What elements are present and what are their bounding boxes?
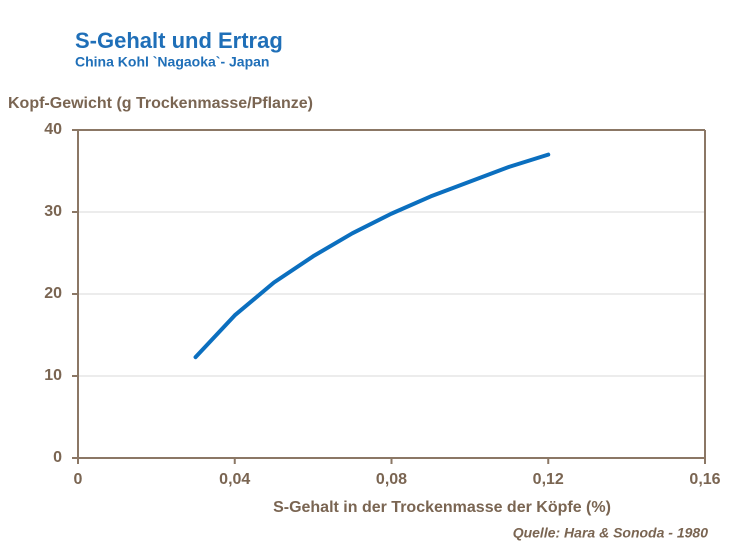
x-tick-label: 0,16 — [689, 471, 720, 488]
data-line — [193, 152, 551, 360]
y-tick-label: 40 — [44, 121, 62, 138]
x-tick-label: 0 — [74, 471, 83, 488]
source-note: Quelle: Hara & Sonoda - 1980 — [513, 525, 708, 541]
x-tick-label: 0,08 — [376, 471, 407, 488]
y-axis-label: Kopf-Gewicht (g Trockenmasse/Pflanze) — [8, 95, 313, 112]
y-tick-label: 0 — [53, 449, 62, 466]
y-tick-label: 10 — [44, 367, 62, 384]
x-axis-label: S-Gehalt in der Trockenmasse der Köpfe (… — [273, 499, 611, 516]
x-tick-label: 0,04 — [219, 471, 250, 488]
chart-subtitle: China Kohl `Nagaoka`- Japan — [75, 54, 269, 70]
chart-title: S-Gehalt und Ertrag — [75, 28, 283, 53]
y-tick-label: 30 — [44, 203, 62, 220]
y-tick-label: 20 — [44, 285, 62, 302]
x-tick-label: 0,12 — [533, 471, 564, 488]
